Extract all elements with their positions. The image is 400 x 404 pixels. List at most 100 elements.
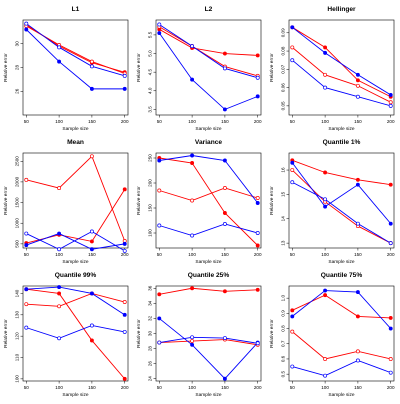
- series-line: [291, 331, 391, 360]
- data-point: [355, 358, 360, 363]
- data-point: [24, 177, 29, 182]
- plot-frame: [288, 19, 395, 116]
- data-point: [355, 72, 360, 77]
- series-line: [26, 325, 125, 339]
- data-point: [222, 158, 227, 163]
- series-line: [26, 189, 126, 244]
- plot-frame: [22, 152, 129, 249]
- data-point: [290, 45, 295, 50]
- plot-frame: [22, 285, 129, 382]
- series-line: [26, 23, 125, 77]
- chart-svg: L2 50 100 150 200 3.5 4.0 4.5 5.0 5.5 Sample size R…: [136, 6, 262, 132]
- data-point: [157, 316, 162, 321]
- data-point: [255, 75, 260, 80]
- data-point: [255, 53, 260, 58]
- chart-svg: Quantile 99% 50 100 150 200 100 110 120 130 140 Sa…: [3, 272, 129, 398]
- data-point: [222, 211, 227, 215]
- y-tick-label: 3.5: [148, 106, 153, 113]
- plot-frame: [288, 285, 395, 382]
- x-tick-label: 200: [387, 252, 395, 257]
- series-line: [291, 59, 391, 107]
- data-point: [355, 78, 360, 83]
- data-point: [255, 94, 260, 99]
- x-tick-label: 100: [188, 385, 196, 390]
- data-point: [89, 229, 94, 234]
- data-point: [388, 315, 393, 320]
- y-tick-label: 100: [148, 229, 153, 237]
- x-tick-label: 100: [55, 119, 63, 124]
- x-axis-label: Sample size: [328, 259, 354, 265]
- chart-title: L1: [72, 6, 80, 13]
- series-line: [26, 233, 125, 250]
- x-tick-label: 50: [290, 119, 296, 124]
- chart-panel: Mean 50 100 150 200 500 1000 1500 2000 2500 Sample…: [1, 133, 134, 266]
- chart-panel: Quantile 99% 50 100 150 200 100 110 120 130 140 Sa…: [1, 266, 134, 399]
- y-tick-label: 4.5: [148, 69, 153, 76]
- data-point: [89, 247, 94, 252]
- x-axis-label: Sample size: [62, 259, 88, 265]
- y-tick-label: 0.08: [281, 46, 286, 55]
- data-point: [57, 231, 62, 236]
- data-point: [388, 241, 393, 246]
- data-point: [323, 85, 328, 90]
- x-tick-label: 150: [354, 385, 362, 390]
- series-line: [159, 287, 258, 295]
- x-tick-label: 150: [221, 385, 229, 390]
- y-tick-label: 130: [15, 311, 20, 319]
- chart-title: Mean: [67, 139, 84, 146]
- data-point: [89, 338, 94, 343]
- y-tick-label: 13: [281, 240, 286, 246]
- y-tick-label: 100: [15, 375, 20, 383]
- data-point: [355, 177, 360, 182]
- x-tick-label: 150: [88, 385, 96, 390]
- x-tick-label: 50: [290, 252, 296, 257]
- y-tick-label: 250: [148, 154, 153, 162]
- data-point: [57, 336, 62, 341]
- data-point: [323, 170, 328, 175]
- series-line: [158, 32, 258, 110]
- x-tick-label: 150: [221, 119, 229, 124]
- data-point: [89, 291, 94, 296]
- data-point: [222, 376, 227, 381]
- y-tick-label: 140: [15, 289, 20, 297]
- chart-svg: Mean 50 100 150 200 500 1000 1500 2000 2500 Sample…: [3, 139, 129, 265]
- data-point: [355, 182, 360, 187]
- data-point: [24, 21, 29, 26]
- y-axis-label: Relative error: [136, 319, 142, 348]
- chart-title: Variance: [195, 139, 222, 146]
- series-line: [159, 24, 258, 79]
- chart-title: L2: [205, 6, 213, 13]
- series-line: [26, 25, 125, 74]
- x-tick-label: 100: [188, 119, 196, 124]
- y-tick-label: 5.0: [148, 50, 153, 57]
- x-axis-label: Sample size: [62, 392, 88, 398]
- series-line: [159, 155, 259, 204]
- chart-svg: Variance 50 100 150 200 100 150 200 250 Sample si…: [136, 139, 262, 265]
- data-point: [355, 349, 360, 354]
- data-point: [190, 342, 195, 347]
- y-tick-label: 110: [15, 353, 20, 361]
- series-line: [26, 24, 125, 73]
- data-point: [190, 153, 195, 158]
- chart-title: Quantile 75%: [321, 272, 363, 279]
- x-tick-label: 200: [387, 385, 395, 390]
- data-point: [255, 201, 260, 205]
- data-point: [57, 247, 62, 252]
- series-line: [158, 318, 259, 380]
- data-point: [57, 291, 62, 296]
- y-tick-label: 36: [148, 285, 153, 291]
- series-line: [159, 336, 258, 344]
- x-tick-label: 100: [321, 385, 329, 390]
- series-line: [25, 29, 125, 90]
- chart-panel: Quantile 1% 50 100 150 200 13 14 15 16 Sample siz…: [267, 133, 400, 266]
- data-point: [24, 231, 29, 236]
- series-line: [159, 187, 258, 201]
- x-tick-label: 50: [24, 252, 30, 257]
- data-point: [290, 160, 295, 165]
- y-tick-label: 16: [281, 167, 286, 173]
- x-tick-label: 100: [321, 119, 329, 124]
- y-tick-label: 14: [281, 216, 286, 222]
- data-point: [255, 231, 260, 235]
- data-point: [290, 329, 295, 334]
- series-line: [159, 339, 258, 346]
